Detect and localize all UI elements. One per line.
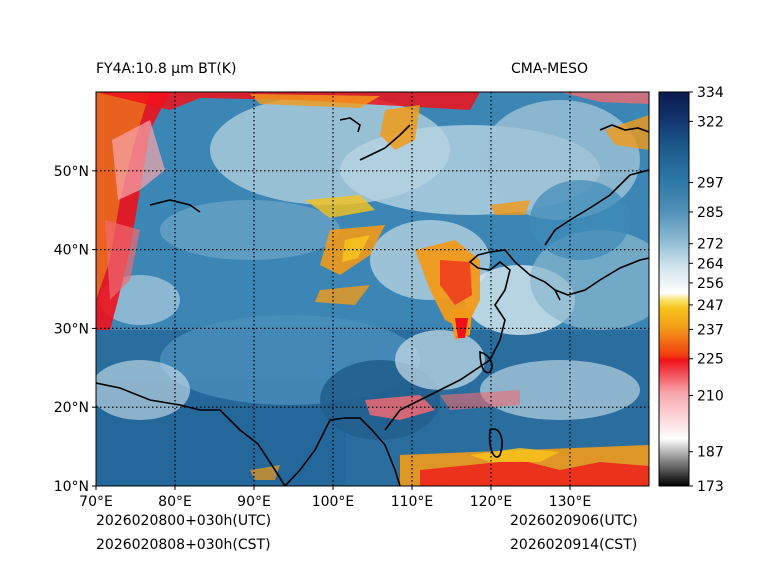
colorbar-tick-label: 173 [697,479,724,495]
colorbar-tick-label: 187 [697,445,724,461]
footer-left-utc: 2026020800+030h(UTC) [96,513,272,529]
lon-tick-label: 90°E [237,494,271,510]
colorbar-frame [658,91,690,487]
colorbar-tick-label: 225 [697,352,724,368]
figure-title-left: FY4A:10.8 μm BT(K) [96,61,237,77]
footer-left-cst: 2026020808+030h(CST) [96,537,271,553]
footer-right-utc: 2026020906(UTC) [510,513,638,529]
longitude-ticks: 70°E 80°E 90°E 100°E 110°E 120°E 130°E [79,486,591,510]
lon-tick-label: 80°E [158,494,192,510]
colorbar-tick-label: 285 [697,205,724,221]
colorbar-tick-label: 264 [697,256,724,272]
colorbar-tick-label: 256 [697,276,724,292]
lat-tick-label: 10°N [54,479,89,495]
colorbar-tick-label: 237 [697,322,724,338]
figure-title-right: CMA-MESO [511,61,589,77]
colorbar-tick-label: 322 [697,114,724,130]
colorbar-tick-label: 272 [697,237,724,253]
colorbar [659,92,689,486]
lat-tick-label: 30°N [54,321,89,337]
lon-tick-label: 100°E [312,494,355,510]
colorbar-tick-label: 297 [697,176,724,192]
map-frame [95,91,650,487]
lon-tick-label: 70°E [79,494,113,510]
colorbar-ticks: 334 322 297 285 272 264 256 247 237 225 210 187 173 [689,85,724,495]
lat-tick-label: 50°N [54,164,89,180]
lat-tick-label: 40°N [54,243,89,259]
footer-right-cst: 2026020914(CST) [510,537,638,553]
satellite-imagery [96,92,649,486]
colorbar-tick-label: 334 [697,85,724,101]
lat-tick-label: 20°N [54,400,89,416]
lon-tick-label: 110°E [391,494,434,510]
lon-tick-label: 120°E [470,494,513,510]
coastlines [96,117,649,486]
colorbar-tick-label: 247 [697,298,724,314]
latitude-ticks: 10°N 20°N 30°N 40°N 50°N [54,164,96,495]
lon-tick-label: 130°E [549,494,592,510]
colorbar-tick-label: 210 [697,388,724,404]
graticule [96,92,649,486]
